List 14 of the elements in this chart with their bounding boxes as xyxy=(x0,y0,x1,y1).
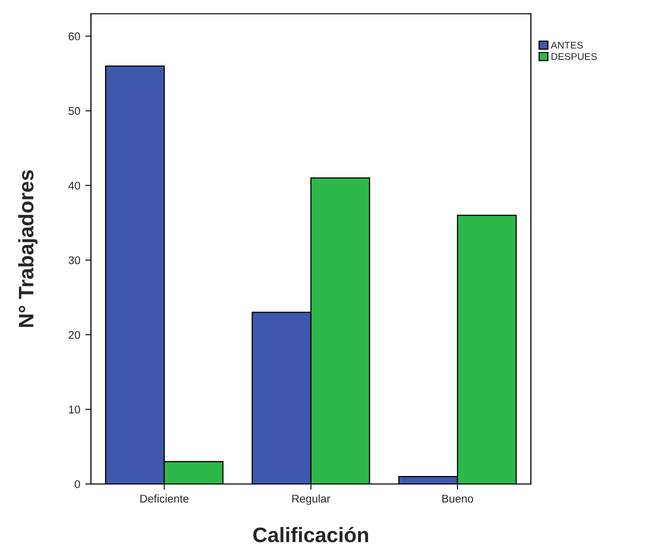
x-tick-label: Deficiente xyxy=(140,494,188,503)
y-tick-label: 10 xyxy=(69,406,80,414)
y-tick-label: 20 xyxy=(68,330,80,339)
y-tick-label: 0 xyxy=(74,480,80,488)
y-axis-title: N° Trabajadores xyxy=(18,170,38,327)
y-tick-label: 60 xyxy=(68,32,80,40)
y-tick-label: 30 xyxy=(68,256,80,264)
legend-label: ANTES xyxy=(550,42,583,49)
y-tick-label: 40 xyxy=(68,182,80,190)
x-tick-label: Regular xyxy=(292,494,330,505)
x-axis-title: Calificación xyxy=(253,526,368,542)
x-tick-label: Bueno xyxy=(442,494,474,503)
y-tick-label: 50 xyxy=(68,107,80,115)
legend-label: DESPUES xyxy=(552,53,597,60)
